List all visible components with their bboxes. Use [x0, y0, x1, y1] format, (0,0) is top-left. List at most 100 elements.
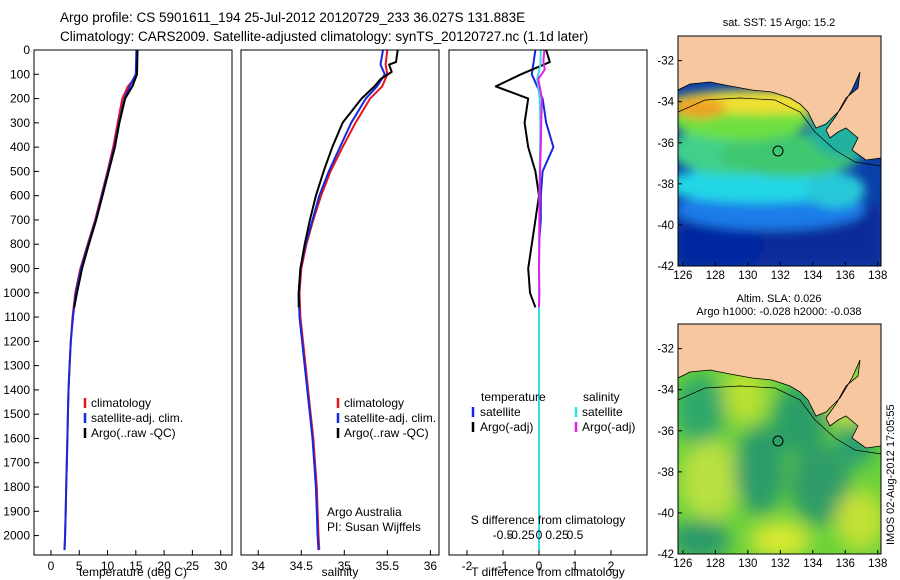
- map-y-tick-label: -38: [657, 467, 674, 479]
- legend-label-s-argo: Argo(-adj): [582, 420, 635, 434]
- y-tick-label: 1100: [4, 310, 30, 324]
- map-y-tick-label: -32: [657, 344, 674, 356]
- map-x-tick-label: 136: [836, 558, 855, 570]
- legend-label-t-argo: Argo(-adj): [480, 420, 533, 434]
- map-y-tick-label: -34: [657, 385, 674, 397]
- y-tick-label: 1500: [3, 407, 30, 421]
- sla-map-frame: [677, 323, 882, 555]
- sst-map-panel: sat. SST: 15 Argo: 15.2 126 128 130 132 134 1: [657, 17, 887, 282]
- y-tick-label: 500: [10, 164, 30, 178]
- series-line-argo-adj-: [494, 49, 551, 308]
- legend-label-argo: Argo(..raw -QC): [91, 426, 176, 440]
- map-y-tick-label: -40: [657, 508, 674, 520]
- s-diff-tick-label: 0.25: [545, 528, 569, 542]
- map-x-tick-label: 136: [836, 270, 855, 282]
- t-difference-xlabel: T difference from climatology: [471, 565, 625, 579]
- x-tick-label: 5: [76, 559, 83, 573]
- legend-label-climatology: climatology: [91, 396, 151, 410]
- y-tick-label: 400: [10, 140, 30, 154]
- s-diff-tick-label: 0.5: [567, 528, 584, 542]
- y-tick-label: 1400: [3, 383, 30, 397]
- series-line-argo-raw-qc-: [73, 49, 139, 308]
- legend-group-temperature: temperature: [481, 390, 546, 404]
- x-tick-label: 34.5: [290, 559, 314, 573]
- salinity-legend: climatology satellite-adj. clim. Argo(..…: [336, 396, 436, 440]
- sla-map-title: Altim. SLA: 0.026: [737, 293, 822, 305]
- y-tick-label: 200: [10, 92, 30, 106]
- x-tick-label: 0: [48, 559, 55, 573]
- x-tick-label: 20: [157, 559, 171, 573]
- map-y-tick-label: -38: [657, 179, 674, 191]
- sla-shelf-contour: [678, 385, 881, 455]
- x-tick-label: 15: [129, 559, 143, 573]
- map-x-tick-label: 128: [706, 558, 725, 570]
- series-line-argo-adj-: [537, 49, 546, 308]
- figure-title: Argo profile: CS 5901611_194 25-Jul-2012…: [60, 10, 525, 25]
- figure-subtitle: Climatology: CARS2009. Satellite-adjuste…: [60, 29, 588, 44]
- sla-land: [678, 324, 881, 449]
- map-y-tick-label: -40: [657, 220, 674, 232]
- map-x-tick-label: 128: [706, 270, 725, 282]
- y-tick-label: 300: [10, 116, 30, 130]
- difference-legend: temperature salinity satellite Argo(-adj…: [471, 390, 635, 434]
- legend-group-salinity: salinity: [583, 390, 620, 404]
- x-tick-label: 36: [424, 559, 438, 573]
- series-line-argo-raw-qc-: [297, 49, 399, 308]
- x-tick-label: 34: [252, 559, 266, 573]
- sst-shelf-contour: [678, 97, 881, 167]
- temperature-axes-box: [33, 49, 233, 556]
- difference-profile-panel: -2 -1 0 1 2 -0.5-0.25 0 0.250.5 S difference f…: [448, 49, 648, 579]
- map-y-tick-label: -36: [657, 426, 674, 438]
- salinity-xlabel: salinity: [322, 565, 359, 579]
- sla-field: [678, 324, 881, 554]
- salinity-axes-box: [240, 49, 440, 556]
- legend-label-s-satellite: satellite: [582, 405, 623, 419]
- legend-label-argo: Argo(..raw -QC): [344, 426, 429, 440]
- y-tick-label: 1800: [3, 480, 30, 494]
- y-tick-label: 1300: [3, 359, 30, 373]
- series-line-satellite: [530, 49, 555, 551]
- x-tick-label: 35.5: [376, 559, 400, 573]
- y-tick-label: 800: [10, 237, 30, 251]
- map-y-tick-label: -42: [657, 261, 674, 273]
- legend-label-climatology: climatology: [344, 396, 404, 410]
- sst-map-frame: [677, 35, 882, 267]
- temperature-xlabel: temperature (deg C): [79, 565, 187, 579]
- map-x-tick-label: 132: [771, 558, 790, 570]
- y-tick-label: 1000: [3, 286, 30, 300]
- map-x-tick-label: 126: [673, 558, 692, 570]
- y-tick-label: 2000: [3, 529, 30, 543]
- s-difference-label: S difference from climatology: [471, 513, 626, 527]
- map-x-tick-label: 134: [803, 558, 823, 570]
- sst-argo-location-marker: [772, 145, 784, 157]
- map-y-tick-label: -34: [657, 97, 674, 109]
- legend-label-satellite: satellite-adj. clim.: [344, 411, 436, 425]
- s-diff-tick-label: -0.5: [493, 528, 514, 542]
- y-tick-label: 1700: [3, 456, 30, 470]
- map-y-tick-label: -32: [657, 56, 674, 68]
- map-x-tick-label: 126: [673, 270, 692, 282]
- y-tick-label: 700: [10, 213, 30, 227]
- x-tick-label: -1: [498, 559, 509, 573]
- x-tick-label: -2: [462, 559, 473, 573]
- series-line-climatology: [298, 49, 389, 551]
- y-tick-label: 600: [10, 189, 30, 203]
- y-tick-label: 900: [10, 262, 30, 276]
- sst-land: [678, 36, 881, 161]
- x-tick-label: 25: [186, 559, 200, 573]
- annotation-argo-australia: Argo Australia: [327, 505, 402, 519]
- legend-label-t-satellite: satellite: [480, 405, 521, 419]
- map-x-tick-label: 130: [738, 558, 757, 570]
- s-diff-tick-label: -0.25: [507, 528, 535, 542]
- map-x-tick-label: 132: [771, 270, 790, 282]
- sla-map-subtitle: Argo h1000: -0.028 h2000: -0.038: [696, 306, 861, 318]
- x-tick-label: 30: [214, 559, 228, 573]
- sst-field: [678, 36, 881, 266]
- annotation-pi: PI: Susan Wijffels: [327, 520, 421, 534]
- legend-label-satellite: satellite-adj. clim.: [91, 411, 183, 425]
- x-tick-label: 35: [338, 559, 352, 573]
- sla-argo-location-marker: [772, 435, 784, 447]
- y-tick-label: 0: [23, 43, 30, 57]
- y-tick-label: 1900: [3, 504, 30, 518]
- map-x-tick-label: 134: [803, 270, 823, 282]
